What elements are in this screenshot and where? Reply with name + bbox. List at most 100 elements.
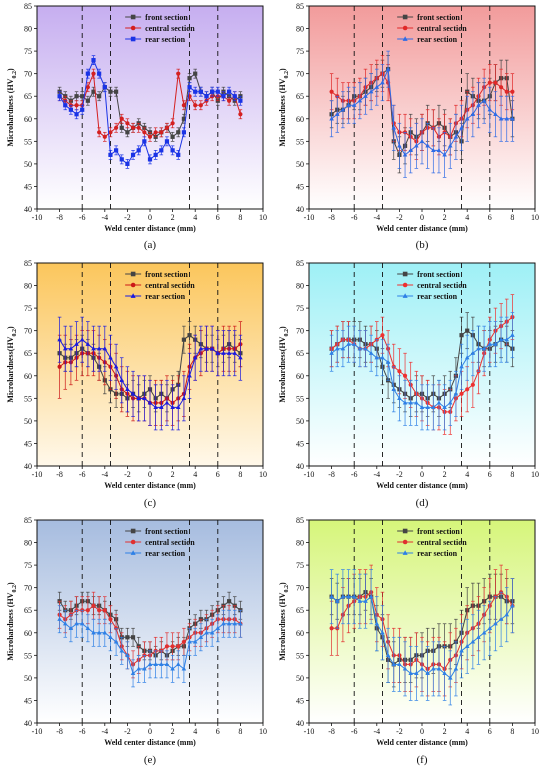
legend-label: rear section	[417, 35, 457, 44]
x-tick-label: 8	[510, 470, 514, 479]
data-point	[402, 400, 408, 405]
data-point	[114, 89, 119, 94]
y-tick-label: 75	[24, 561, 32, 570]
data-point	[430, 147, 436, 153]
data-point	[80, 94, 85, 99]
legend-item-1: front section	[397, 13, 460, 22]
data-point	[136, 148, 141, 153]
data-point	[130, 152, 136, 157]
data-point	[130, 391, 136, 396]
data-point	[221, 94, 226, 99]
data-point	[198, 89, 203, 94]
y-tick-label: 65	[296, 92, 304, 101]
data-point	[476, 346, 481, 351]
y-tick-label: 75	[24, 47, 32, 56]
chart-panel-3: -10 -8 -6 -4 -2 0 2 4 6 8 10 40 45 50 55 60 65 70 75 80 85 We…	[6, 259, 267, 509]
data-point	[510, 332, 515, 337]
data-point	[227, 599, 232, 604]
data-point	[170, 134, 175, 139]
data-point	[97, 71, 102, 76]
data-point	[504, 612, 510, 617]
y-tick-label: 75	[296, 47, 304, 56]
data-point	[170, 644, 175, 649]
legend-marker	[130, 293, 136, 298]
data-point	[198, 346, 204, 351]
data-point	[510, 603, 515, 608]
y-tick-label: 75	[296, 304, 304, 313]
data-point	[108, 617, 113, 622]
y-tick-label: 40	[24, 719, 32, 728]
legend-item-3: rear section	[125, 549, 186, 558]
data-point	[459, 648, 464, 653]
data-point	[436, 666, 442, 671]
legend-marker	[130, 14, 136, 20]
data-point	[130, 635, 136, 640]
x-tick-label: 10	[531, 470, 539, 479]
data-point	[402, 373, 408, 378]
x-tick-label: -4	[101, 213, 108, 222]
data-point	[408, 670, 414, 676]
data-point	[192, 639, 198, 644]
data-point	[113, 364, 119, 369]
data-point	[340, 346, 346, 351]
data-point	[119, 116, 124, 121]
data-point	[57, 364, 62, 369]
x-tick-label: 2	[171, 213, 175, 222]
data-point	[464, 355, 470, 360]
y-tick-label: 85	[296, 516, 304, 525]
series-3	[329, 50, 515, 178]
data-point	[85, 71, 90, 76]
panel-caption: (b)	[416, 239, 429, 251]
y-tick-label: 70	[24, 70, 32, 79]
data-point	[176, 644, 181, 649]
panel-caption: (f)	[417, 754, 428, 766]
x-tick-label: 10	[259, 470, 267, 479]
data-point	[227, 89, 232, 94]
data-point	[142, 666, 147, 671]
data-point	[102, 608, 107, 613]
data-point	[153, 130, 158, 135]
data-point	[142, 139, 147, 144]
legend-item-3: rear section	[397, 292, 458, 301]
y-tick-label: 40	[296, 462, 304, 471]
x-tick-label: 0	[148, 727, 152, 736]
x-tick-label: -8	[56, 213, 63, 222]
data-point	[357, 98, 363, 103]
data-point	[329, 89, 334, 94]
data-point	[114, 125, 119, 130]
data-point	[119, 648, 125, 653]
y-tick-label: 50	[296, 160, 304, 169]
y-tick-label: 70	[296, 70, 304, 79]
x-tick-label: 10	[259, 213, 267, 222]
data-point	[238, 98, 243, 103]
data-point	[91, 58, 96, 63]
y-tick-label: 65	[24, 349, 32, 358]
data-point	[108, 89, 113, 94]
legend-marker	[130, 282, 136, 288]
legend-marker	[402, 271, 408, 277]
data-point	[74, 621, 79, 626]
data-point	[498, 337, 504, 342]
data-point	[221, 621, 226, 626]
data-point	[204, 346, 209, 351]
legend-label: front section	[145, 13, 188, 22]
legend-marker	[130, 528, 136, 534]
x-tick-label: -10	[304, 213, 315, 222]
x-tick-label: 8	[510, 727, 514, 736]
data-point	[57, 616, 62, 621]
y-tick-label: 75	[24, 304, 32, 313]
data-point	[414, 670, 419, 676]
data-point	[368, 350, 374, 355]
data-point	[170, 666, 175, 671]
data-point	[170, 404, 175, 410]
legend-label: central section	[145, 538, 195, 547]
data-point	[226, 621, 232, 626]
legend-label: front section	[145, 270, 188, 279]
x-tick-label: 6	[216, 727, 220, 736]
data-point	[91, 630, 96, 635]
data-point	[481, 630, 487, 635]
legend-item-1: front section	[125, 527, 188, 536]
data-point	[238, 621, 243, 626]
data-point	[181, 130, 186, 135]
x-tick-label: -6	[79, 213, 86, 222]
